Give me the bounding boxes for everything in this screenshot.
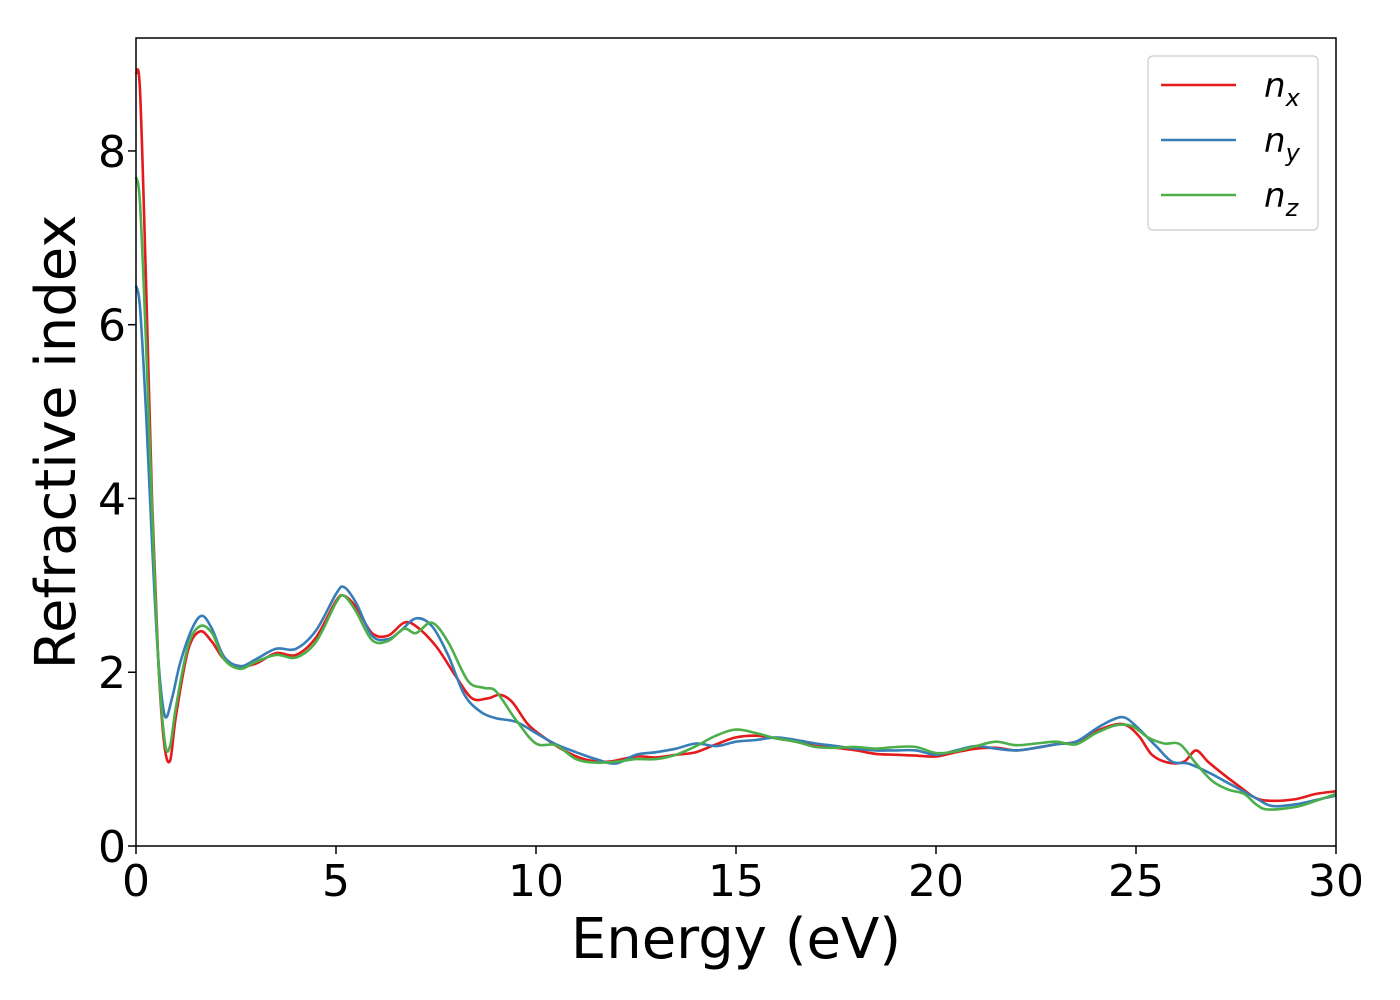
x-tick-label: 25 [1108,856,1164,907]
x-tick-label: 0 [122,856,150,907]
y-tick-label: 2 [98,648,126,699]
legend-box [1147,55,1319,231]
legend-label-z: nz [1264,176,1300,222]
x-tick-label: 30 [1308,856,1364,907]
series-line-x [134,68,1337,803]
y-axis-ticks: 0 2 4 6 8 [98,127,136,873]
series-layer [134,68,1337,811]
y-tick-label: 4 [98,474,126,525]
x-tick-label: 15 [708,856,764,907]
plot-area [136,38,1336,846]
series-line-y [134,285,1337,808]
x-axis-ticks: 0 5 10 15 20 25 30 [122,846,1364,907]
x-tick-label: 5 [322,856,350,907]
x-tick-label: 10 [508,856,564,907]
y-axis-label: Refractive index [24,215,89,670]
legend-label-x: nx [1264,66,1301,112]
legend-label-y: ny [1264,121,1301,167]
series-line-z [134,176,1337,811]
x-tick-label: 20 [908,856,964,907]
x-axis-label: Energy (eV) [571,907,901,972]
y-tick-label: 6 [98,301,126,352]
legend: nx ny nz [1147,55,1319,231]
y-tick-label: 8 [98,127,126,178]
y-tick-label: 0 [98,822,126,873]
